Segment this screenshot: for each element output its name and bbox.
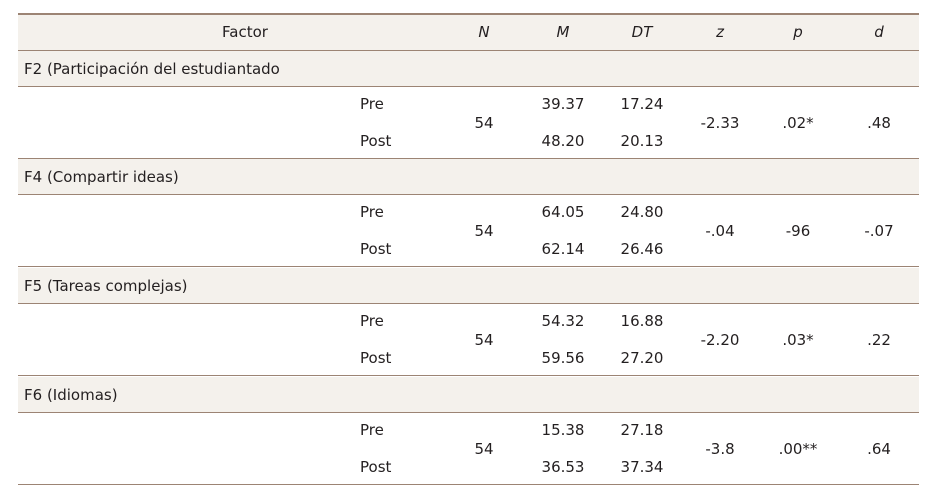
- phase-label: Pre: [360, 421, 384, 439]
- sd-cell: 20.13: [620, 132, 664, 150]
- group-band: [18, 159, 919, 195]
- top-rule: [18, 13, 919, 15]
- d-cell: .64: [867, 440, 891, 458]
- phase-label: Pre: [360, 95, 384, 113]
- mean-cell: 54.32: [541, 312, 585, 330]
- mean-cell: 39.37: [541, 95, 585, 113]
- block-rule: [18, 484, 919, 485]
- sd-cell: 27.20: [620, 349, 664, 367]
- p-cell: -96: [785, 222, 811, 240]
- mean-cell: 15.38: [541, 421, 585, 439]
- group-rule: [18, 412, 919, 413]
- header-cell: Factor: [222, 23, 268, 41]
- phase-label: Post: [360, 240, 392, 258]
- sd-cell: 27.18: [620, 421, 664, 439]
- group-title: F6 (Idiomas): [24, 386, 118, 404]
- header-cell: M: [556, 23, 570, 41]
- mean-cell: 36.53: [541, 458, 585, 476]
- header-cell: N: [478, 23, 490, 41]
- mean-cell: 59.56: [541, 349, 585, 367]
- sd-cell: 24.80: [620, 203, 664, 221]
- phase-label: Pre: [360, 312, 384, 330]
- header-cell: DT: [631, 23, 653, 41]
- sd-cell: 17.24: [620, 95, 664, 113]
- group-title: F5 (Tareas complejas): [24, 277, 188, 295]
- block-rule: [18, 375, 919, 376]
- header-band: [18, 14, 919, 50]
- mean-cell: 64.05: [541, 203, 585, 221]
- header-cell: p: [793, 23, 803, 41]
- group-rule: [18, 303, 919, 304]
- group-title: F4 (Compartir ideas): [24, 168, 179, 186]
- d-cell: -.07: [864, 222, 894, 240]
- p-cell: .02*: [782, 114, 814, 132]
- sd-cell: 37.34: [620, 458, 664, 476]
- group-band: [18, 51, 919, 87]
- sd-cell: 26.46: [620, 240, 664, 258]
- p-cell: .00**: [778, 440, 818, 458]
- d-cell: .22: [867, 331, 891, 349]
- block-rule: [18, 266, 919, 267]
- mean-cell: 62.14: [541, 240, 585, 258]
- phase-label: Post: [360, 132, 392, 150]
- header-cell: d: [874, 23, 884, 41]
- header-cell: z: [716, 23, 724, 41]
- header-rule: [18, 50, 919, 51]
- n-cell: 54: [474, 222, 494, 240]
- z-cell: -3.8: [705, 440, 735, 458]
- n-cell: 54: [474, 440, 494, 458]
- sd-cell: 16.88: [620, 312, 664, 330]
- phase-label: Post: [360, 349, 392, 367]
- d-cell: .48: [867, 114, 891, 132]
- n-cell: 54: [474, 114, 494, 132]
- group-band: [18, 268, 919, 304]
- z-cell: -2.20: [700, 331, 740, 349]
- block-rule: [18, 158, 919, 159]
- z-cell: -2.33: [700, 114, 740, 132]
- group-title: F2 (Participación del estudiantado: [24, 60, 280, 78]
- group-band: [18, 377, 919, 413]
- group-rule: [18, 194, 919, 195]
- group-rule: [18, 86, 919, 87]
- phase-label: Pre: [360, 203, 384, 221]
- p-cell: .03*: [782, 331, 814, 349]
- n-cell: 54: [474, 331, 494, 349]
- mean-cell: 48.20: [541, 132, 585, 150]
- z-cell: -.04: [705, 222, 735, 240]
- phase-label: Post: [360, 458, 392, 476]
